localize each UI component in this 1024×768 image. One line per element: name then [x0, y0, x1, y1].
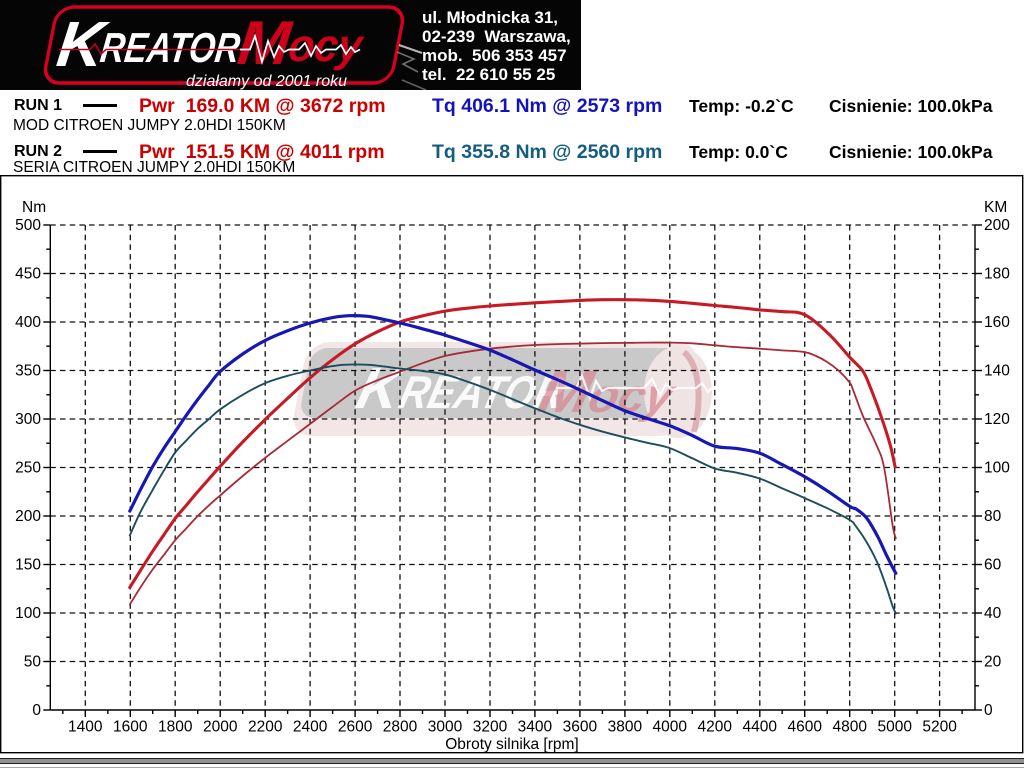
svg-text:Nm: Nm	[22, 199, 46, 216]
svg-text:60: 60	[984, 557, 1002, 574]
svg-text:2400: 2400	[293, 719, 328, 736]
svg-text:REATOR: REATOR	[98, 24, 243, 71]
svg-text:140: 140	[984, 363, 1010, 380]
svg-text:500: 500	[15, 217, 41, 234]
svg-text:0: 0	[32, 702, 41, 719]
svg-text:150: 150	[15, 557, 41, 574]
svg-text:4000: 4000	[653, 719, 688, 736]
svg-text:100: 100	[984, 460, 1010, 477]
svg-text:200: 200	[15, 508, 41, 525]
svg-text:1800: 1800	[158, 719, 193, 736]
svg-text:350: 350	[15, 363, 41, 380]
svg-text:4800: 4800	[832, 719, 867, 736]
svg-text:M: M	[234, 9, 295, 78]
svg-text:50: 50	[24, 654, 42, 671]
svg-text:4600: 4600	[787, 719, 822, 736]
svg-text:120: 120	[984, 411, 1010, 428]
svg-text:20: 20	[984, 654, 1002, 671]
svg-text:0: 0	[984, 702, 993, 719]
svg-text:4200: 4200	[698, 719, 733, 736]
svg-text:Obroty silnika [rpm]: Obroty silnika [rpm]	[445, 736, 579, 753]
svg-text:3000: 3000	[428, 719, 463, 736]
svg-text:3800: 3800	[608, 719, 643, 736]
svg-text:3600: 3600	[563, 719, 598, 736]
svg-text:KM: KM	[984, 199, 1007, 216]
svg-text:3400: 3400	[518, 719, 553, 736]
svg-text:180: 180	[984, 266, 1010, 283]
svg-text:1400: 1400	[68, 719, 103, 736]
svg-text:4400: 4400	[743, 719, 778, 736]
svg-text:40: 40	[984, 605, 1002, 622]
svg-text:200: 200	[984, 217, 1010, 234]
svg-text:2000: 2000	[203, 719, 238, 736]
svg-text:160: 160	[984, 314, 1010, 331]
svg-text:ocy: ocy	[286, 19, 367, 71]
svg-text:2800: 2800	[383, 719, 418, 736]
svg-text:1600: 1600	[113, 719, 148, 736]
svg-text:5000: 5000	[877, 719, 912, 736]
svg-text:2600: 2600	[338, 719, 373, 736]
svg-text:2200: 2200	[248, 719, 283, 736]
svg-text:250: 250	[15, 460, 41, 477]
svg-text:działamy od 2001 roku: działamy od 2001 roku	[186, 73, 347, 90]
svg-text:5200: 5200	[922, 719, 957, 736]
svg-text:100: 100	[15, 605, 41, 622]
svg-text:3200: 3200	[473, 719, 508, 736]
svg-text:300: 300	[15, 411, 41, 428]
svg-text:80: 80	[984, 508, 1002, 525]
svg-text:400: 400	[15, 314, 41, 331]
svg-text:450: 450	[15, 266, 41, 283]
svg-text:REATOR: REATOR	[395, 367, 571, 418]
